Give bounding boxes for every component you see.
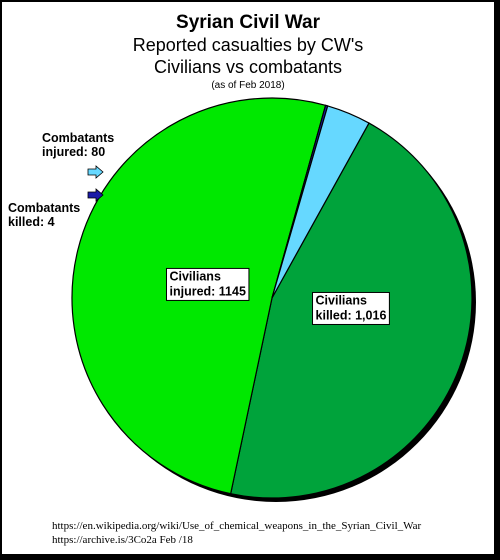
svg-text:Civilians: Civilians <box>169 269 220 283</box>
source-link-archive[interactable]: https://archive.is/3Co2a Feb /18 <box>52 534 193 546</box>
slice-label-combatants-killed-arrow <box>87 188 104 202</box>
chart-title: Syrian Civil War <box>176 12 320 33</box>
chart-subtitle-line-2: Civilians vs combatants <box>153 57 343 77</box>
date-note: (as of Feb 2018) <box>211 80 285 91</box>
svg-text:injured: 1145: injured: 1145 <box>169 284 245 298</box>
svg-text:Combatants: Combatants <box>8 201 80 215</box>
svg-text:killed: 1,016: killed: 1,016 <box>316 308 387 322</box>
chart-subtitle-line-1: Reported casualties by CW's <box>132 35 364 55</box>
slice-label-combatants-injured-arrow <box>87 165 104 179</box>
svg-text:injured: 80: injured: 80 <box>42 145 105 159</box>
svg-text:Combatants: Combatants <box>42 131 114 145</box>
source-link-wikipedia[interactable]: https://en.wikipedia.org/wiki/Use_of_che… <box>52 520 422 532</box>
svg-text:killed: 4: killed: 4 <box>8 215 55 229</box>
pie-slice-3 <box>271 105 370 299</box>
svg-text:Civilians: Civilians <box>316 293 367 307</box>
